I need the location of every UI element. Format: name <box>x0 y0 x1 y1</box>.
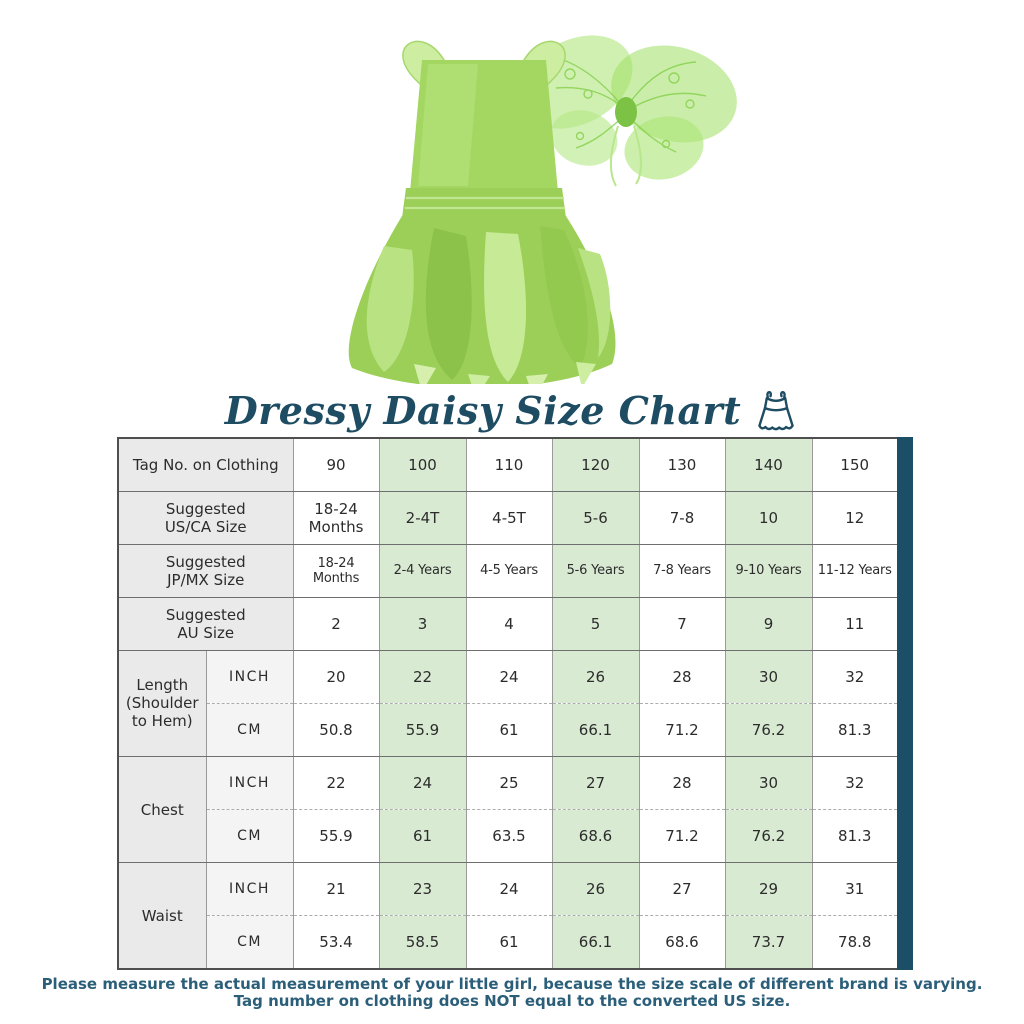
measure-cell: 61 <box>465 702 553 758</box>
unit-label: INCH <box>205 649 294 704</box>
footer-line-1: Please measure the actual measurement of… <box>41 975 983 993</box>
measure-cell: 26 <box>551 862 640 917</box>
measure-cell: 55.9 <box>292 809 380 864</box>
size-cell: 4-5T <box>465 490 553 545</box>
measure-cell: 71.2 <box>638 809 726 864</box>
measure-cell: 20 <box>292 649 380 704</box>
measure-cell: 73.7 <box>724 915 813 970</box>
row-label: Tag No. on Clothing <box>117 437 294 492</box>
measure-cell: 53.4 <box>292 915 380 970</box>
size-cell: 5-6 Years <box>551 543 640 598</box>
size-chart-table: Tag No. on Clothing 90 100 110 120 130 140 150 S… <box>117 437 899 970</box>
measure-cell: 26 <box>551 649 640 704</box>
measure-cell: 66.1 <box>551 702 640 758</box>
measure-cell: 25 <box>465 756 553 811</box>
size-cell: 9-10 Years <box>724 543 813 598</box>
unit-label: INCH <box>205 756 294 811</box>
measure-cell: 32 <box>811 649 899 704</box>
measure-cell: 61 <box>378 809 467 864</box>
footer-note: Please measure the actual measurement of… <box>0 976 1024 1010</box>
size-cell: 5-6 <box>551 490 640 545</box>
size-cell: 130 <box>638 437 726 492</box>
size-cell: 11-12 Years <box>811 543 899 598</box>
unit-label: CM <box>205 702 294 758</box>
measure-cell: 24 <box>465 649 553 704</box>
measure-cell: 68.6 <box>638 915 726 970</box>
row-label: Chest <box>117 756 207 864</box>
dress-icon <box>758 390 794 431</box>
measure-cell: 24 <box>465 862 553 917</box>
product-photo <box>348 35 737 384</box>
measure-cell: 68.6 <box>551 809 640 864</box>
table-side-accent-bar <box>897 437 913 970</box>
measure-cell: 30 <box>724 756 813 811</box>
size-cell: 11 <box>811 596 899 651</box>
measure-cell: 29 <box>724 862 813 917</box>
size-cell: 18-24 Months <box>292 490 380 545</box>
size-cell: 90 <box>292 437 380 492</box>
measure-cell: 24 <box>378 756 467 811</box>
unit-label: INCH <box>205 862 294 917</box>
measure-cell: 27 <box>551 756 640 811</box>
size-cell: 4 <box>465 596 553 651</box>
measure-cell: 61 <box>465 915 553 970</box>
measure-cell: 71.2 <box>638 702 726 758</box>
row-label: Suggested AU Size <box>117 596 294 651</box>
size-cell: 2-4T <box>378 490 467 545</box>
measure-cell: 55.9 <box>378 702 467 758</box>
row-label: Length (Shoulder to Hem) <box>117 649 207 758</box>
fairy-dress-image <box>348 40 616 384</box>
row-label: Suggested JP/MX Size <box>117 543 294 598</box>
footer-line-2: Tag number on clothing does NOT equal to… <box>233 992 791 1010</box>
size-cell: 7-8 Years <box>638 543 726 598</box>
measure-cell: 81.3 <box>811 809 899 864</box>
row-label: Waist <box>117 862 207 970</box>
size-cell: 100 <box>378 437 467 492</box>
title-row: Dressy Daisy Size Chart <box>0 384 1024 436</box>
measure-cell: 28 <box>638 756 726 811</box>
measure-cell: 30 <box>724 649 813 704</box>
size-cell: 2-4 Years <box>378 543 467 598</box>
measure-cell: 81.3 <box>811 702 899 758</box>
measure-cell: 78.8 <box>811 915 899 970</box>
size-cell: 9 <box>724 596 813 651</box>
size-cell: 18-24 Months <box>292 543 380 598</box>
size-cell: 4-5 Years <box>465 543 553 598</box>
measure-cell: 22 <box>292 756 380 811</box>
row-label: Suggested US/CA Size <box>117 490 294 545</box>
measure-cell: 32 <box>811 756 899 811</box>
measure-cell: 63.5 <box>465 809 553 864</box>
size-cell: 7-8 <box>638 490 726 545</box>
measure-cell: 76.2 <box>724 702 813 758</box>
size-cell: 5 <box>551 596 640 651</box>
unit-label: CM <box>205 915 294 970</box>
size-cell: 110 <box>465 437 553 492</box>
unit-label: CM <box>205 809 294 864</box>
measure-cell: 50.8 <box>292 702 380 758</box>
size-cell: 7 <box>638 596 726 651</box>
size-cell: 120 <box>551 437 640 492</box>
measure-cell: 21 <box>292 862 380 917</box>
size-cell: 12 <box>811 490 899 545</box>
measure-cell: 28 <box>638 649 726 704</box>
measure-cell: 31 <box>811 862 899 917</box>
measure-cell: 58.5 <box>378 915 467 970</box>
measure-cell: 23 <box>378 862 467 917</box>
measure-cell: 66.1 <box>551 915 640 970</box>
size-cell: 3 <box>378 596 467 651</box>
size-cell: 150 <box>811 437 899 492</box>
measure-cell: 76.2 <box>724 809 813 864</box>
measure-cell: 27 <box>638 862 726 917</box>
measure-cell: 22 <box>378 649 467 704</box>
size-cell: 2 <box>292 596 380 651</box>
size-cell: 10 <box>724 490 813 545</box>
page-title: Dressy Daisy Size Chart <box>224 387 742 433</box>
size-cell: 140 <box>724 437 813 492</box>
